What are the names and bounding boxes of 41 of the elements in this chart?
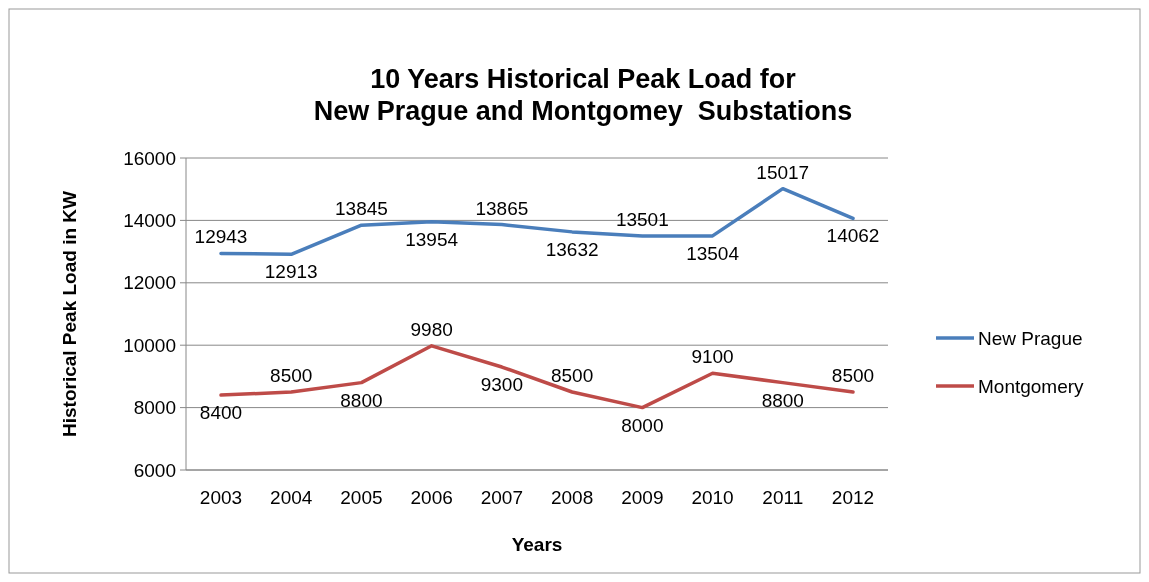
x-axis-title: Years bbox=[511, 534, 563, 555]
y-tick-label: 16000 bbox=[123, 147, 176, 169]
x-tick-label: 2011 bbox=[762, 487, 804, 508]
data-label: 8500 bbox=[270, 365, 313, 386]
data-label: 8400 bbox=[199, 402, 243, 424]
data-label: 8500 bbox=[550, 365, 594, 386]
data-label: 13954 bbox=[405, 228, 459, 250]
data-label: 8800 bbox=[340, 389, 383, 411]
data-label: 13865 bbox=[475, 197, 529, 219]
data-label: 12943 bbox=[194, 226, 248, 248]
data-label: 9980 bbox=[410, 318, 453, 340]
x-tick-label: 2007 bbox=[480, 487, 524, 508]
x-tick-label: 2012 bbox=[831, 487, 875, 508]
data-label: 14062 bbox=[826, 225, 880, 247]
y-tick-label: 8000 bbox=[133, 397, 176, 419]
data-label: 8500 bbox=[831, 365, 875, 386]
y-tick-label: 14000 bbox=[123, 210, 176, 232]
y-tick-label: 10000 bbox=[123, 334, 176, 356]
data-label: 9300 bbox=[480, 374, 524, 396]
y-tick-label: 12000 bbox=[123, 272, 176, 294]
data-label: 8000 bbox=[621, 414, 664, 436]
x-tick-label: 2006 bbox=[410, 487, 453, 508]
data-label: 9100 bbox=[691, 346, 734, 368]
data-label: 13845 bbox=[335, 198, 388, 220]
x-tick-label: 2005 bbox=[340, 487, 383, 508]
legend-label: New Prague bbox=[978, 327, 1083, 349]
legend-label: Montgomery bbox=[978, 375, 1085, 397]
data-label: 15017 bbox=[756, 161, 810, 183]
data-label: 13632 bbox=[545, 238, 599, 260]
data-label: 13501 bbox=[615, 208, 669, 230]
x-tick-label: 2003 bbox=[199, 487, 243, 508]
x-tick-label: 2008 bbox=[550, 487, 594, 508]
x-tick-label: 2004 bbox=[270, 487, 313, 508]
y-axis-title: Historical Peak Load in KW bbox=[59, 190, 80, 437]
y-tick-label: 6000 bbox=[133, 459, 176, 481]
x-tick-label: 2010 bbox=[691, 487, 734, 508]
data-label: 12913 bbox=[264, 261, 318, 283]
data-label: 13504 bbox=[686, 242, 740, 264]
x-tick-label: 2009 bbox=[621, 487, 664, 508]
chart-title: 10 Years Historical Peak Load for New Prague and Montgomey Substations bbox=[313, 64, 853, 126]
data-label: 8800 bbox=[761, 389, 804, 411]
